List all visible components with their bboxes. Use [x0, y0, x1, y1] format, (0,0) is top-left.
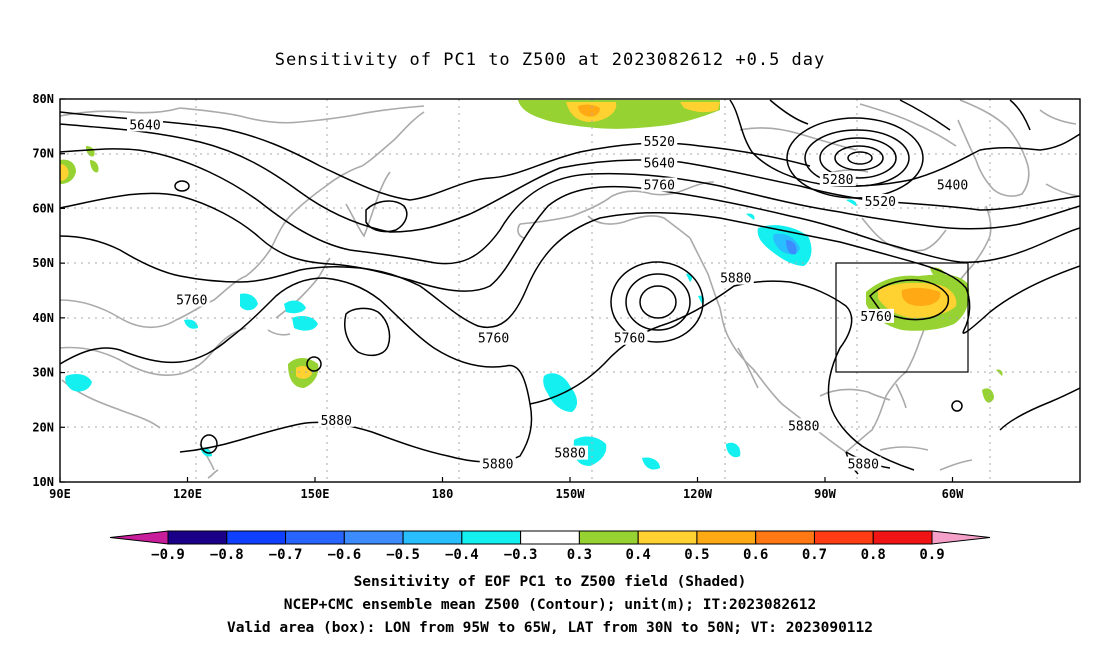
- lat-tick-label: 60N: [32, 201, 54, 215]
- colorbar-label: 0.6: [743, 547, 768, 563]
- lon-tick-label: 120E: [173, 487, 202, 501]
- contour-label-bg: [479, 456, 516, 471]
- colorbar-swatch: [226, 530, 287, 545]
- contour-labels: 5640 5520 5640 5760 5280 5400 5520 5760 5760 5760…: [127, 117, 971, 473]
- contour-label-bg: [845, 456, 882, 471]
- lat-tick-label: 20N: [32, 420, 54, 434]
- colorbar-swatch: [461, 530, 522, 545]
- contour-label-bg: [862, 193, 899, 208]
- colorbar-label: 0.4: [626, 547, 651, 563]
- lon-tick-label: 180: [432, 487, 454, 501]
- contour-label-bg: [552, 445, 588, 460]
- lon-tick-label: 60W: [942, 487, 964, 501]
- contour-label-bg: [785, 418, 822, 433]
- colorbar-label: 0.7: [802, 547, 827, 563]
- figure-title: Sensitivity of PC1 to Z500 at 2023082612…: [274, 50, 826, 70]
- colorbar-label: −0.9: [151, 547, 185, 563]
- lat-tick-label: 40N: [32, 311, 54, 325]
- latitude-axis: 80N 70N 60N 50N 40N 30N 20N 10N: [32, 92, 65, 489]
- contour-label: 5760: [176, 293, 207, 308]
- colorbar-swatch: [402, 530, 463, 545]
- colorbar-swatch: [755, 530, 815, 545]
- colorbar-swatch: [813, 530, 874, 545]
- colorbar-swatch: [285, 530, 345, 545]
- colorbar-left-end: [109, 530, 169, 545]
- contour-label: 5400: [937, 179, 968, 194]
- lon-tick-label: 150W: [556, 487, 586, 501]
- contour-label: 5880: [554, 447, 585, 462]
- longitude-axis: 90E 120E 150E 180 150W 120W 90W 60W: [49, 477, 964, 501]
- lon-tick-label: 150E: [301, 487, 330, 501]
- contour-label: 5880: [482, 458, 513, 473]
- colorbar-swatch: [637, 530, 698, 545]
- colorbar: −0.9 −0.8 −0.7 −0.6 −0.5 −0.4 −0.3 0.3 0.4 0.5 0.6…: [109, 530, 991, 563]
- contour-label-bg: [819, 172, 856, 187]
- colorbar-swatch: [520, 530, 580, 545]
- valid-area-box: [835, 262, 969, 373]
- contour-label: 5880: [848, 458, 879, 473]
- colorbar-label: −0.7: [269, 547, 303, 563]
- caption-line-3: Valid area (box): LON from 95W to 65W, L…: [226, 620, 873, 636]
- contour-label: 5880: [720, 272, 751, 287]
- lat-tick-label: 50N: [32, 256, 54, 270]
- contour-label-bg: [641, 155, 678, 170]
- contour-label: 5280: [822, 173, 853, 188]
- contour-label-bg: [475, 330, 512, 345]
- contour-label: 5520: [865, 195, 896, 210]
- colorbar-label: −0.6: [327, 547, 361, 563]
- colorbar-swatch: [872, 530, 933, 545]
- colorbar-right-end: [931, 530, 991, 545]
- contour-label-bg: [127, 117, 163, 132]
- colorbar-swatch: [696, 530, 757, 545]
- colorbar-swatch: [578, 530, 639, 545]
- contour-label: 5760: [614, 332, 645, 347]
- colorbar-label: −0.3: [504, 547, 538, 563]
- caption-line-2: NCEP+CMC ensemble mean Z500 (Contour); u…: [283, 597, 817, 613]
- colorbar-label: 0.9: [919, 547, 944, 563]
- colorbar-label: −0.5: [386, 547, 420, 563]
- lon-tick-label: 90E: [49, 487, 71, 501]
- contour-label: 5760: [860, 310, 891, 325]
- contour-label: 5640: [129, 118, 160, 133]
- lon-tick-label: 90W: [814, 487, 836, 501]
- colorbar-swatch: [167, 530, 228, 545]
- contour-label-bg: [641, 133, 678, 148]
- lat-tick-label: 10N: [32, 475, 54, 489]
- contour-label-bg: [641, 177, 678, 192]
- contour-label-bg: [318, 412, 355, 427]
- colorbar-label: 0.3: [567, 547, 592, 563]
- contour-label-bg: [611, 330, 648, 345]
- contour-label: 5520: [644, 135, 675, 150]
- contour-label-bg: [934, 177, 971, 192]
- lat-tick-label: 70N: [32, 147, 54, 161]
- lat-tick-label: 30N: [32, 366, 54, 380]
- colorbar-label: −0.8: [210, 547, 244, 563]
- contour-label: 5760: [644, 179, 675, 194]
- contour-label-bg: [173, 292, 210, 307]
- lat-tick-label: 80N: [32, 92, 54, 106]
- contour-label: 5880: [321, 414, 352, 429]
- contour-label-bg: [858, 308, 894, 323]
- contour-label-bg: [717, 270, 754, 285]
- contour-label: 5760: [478, 332, 509, 347]
- colorbar-label: −0.4: [445, 547, 479, 563]
- contour-label: 5640: [644, 157, 675, 172]
- lon-tick-label: 120W: [683, 487, 713, 501]
- colorbar-label: 0.8: [861, 547, 886, 563]
- colorbar-label: 0.5: [684, 547, 709, 563]
- z500-contours: [60, 99, 1080, 475]
- caption-line-1: Sensitivity of EOF PC1 to Z500 field (Sh…: [353, 574, 747, 590]
- colorbar-swatch: [343, 530, 404, 545]
- contour-label: 5880: [788, 419, 819, 434]
